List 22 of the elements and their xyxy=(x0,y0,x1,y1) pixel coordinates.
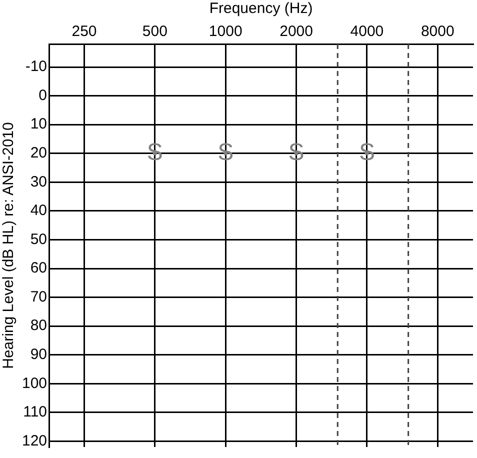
y-tick-label: 60 xyxy=(30,260,48,277)
y-tick-label: 90 xyxy=(30,346,48,364)
y-tick-label: 0 xyxy=(38,86,48,104)
y-tick-label: 70 xyxy=(30,288,48,306)
x-tick-label: 8000 xyxy=(420,23,454,40)
y-tick-label: 110 xyxy=(23,404,48,421)
x-tick-label: 2000 xyxy=(280,23,313,40)
x-axis-title: Frequency (Hz) xyxy=(209,0,313,18)
x-tick-label: 500 xyxy=(142,23,168,40)
y-tick-label: 100 xyxy=(22,374,48,392)
y-tick-label: 40 xyxy=(30,202,48,220)
y-tick-label: 120 xyxy=(22,432,48,450)
y-axis-title: Hearing Level (dB HL) re: ANSI-2010 xyxy=(0,122,18,369)
x-tick-label: 4000 xyxy=(350,23,384,40)
x-tick-label: 1000 xyxy=(208,23,242,40)
y-tick-label: -10 xyxy=(25,58,48,76)
x-tick-label: 250 xyxy=(72,23,97,40)
y-tick-label: 80 xyxy=(30,317,48,334)
y-tick-label: 20 xyxy=(30,144,48,162)
y-tick-label: 10 xyxy=(30,116,48,133)
y-tick-label: 30 xyxy=(30,173,48,190)
y-tick-label: 50 xyxy=(30,230,48,248)
